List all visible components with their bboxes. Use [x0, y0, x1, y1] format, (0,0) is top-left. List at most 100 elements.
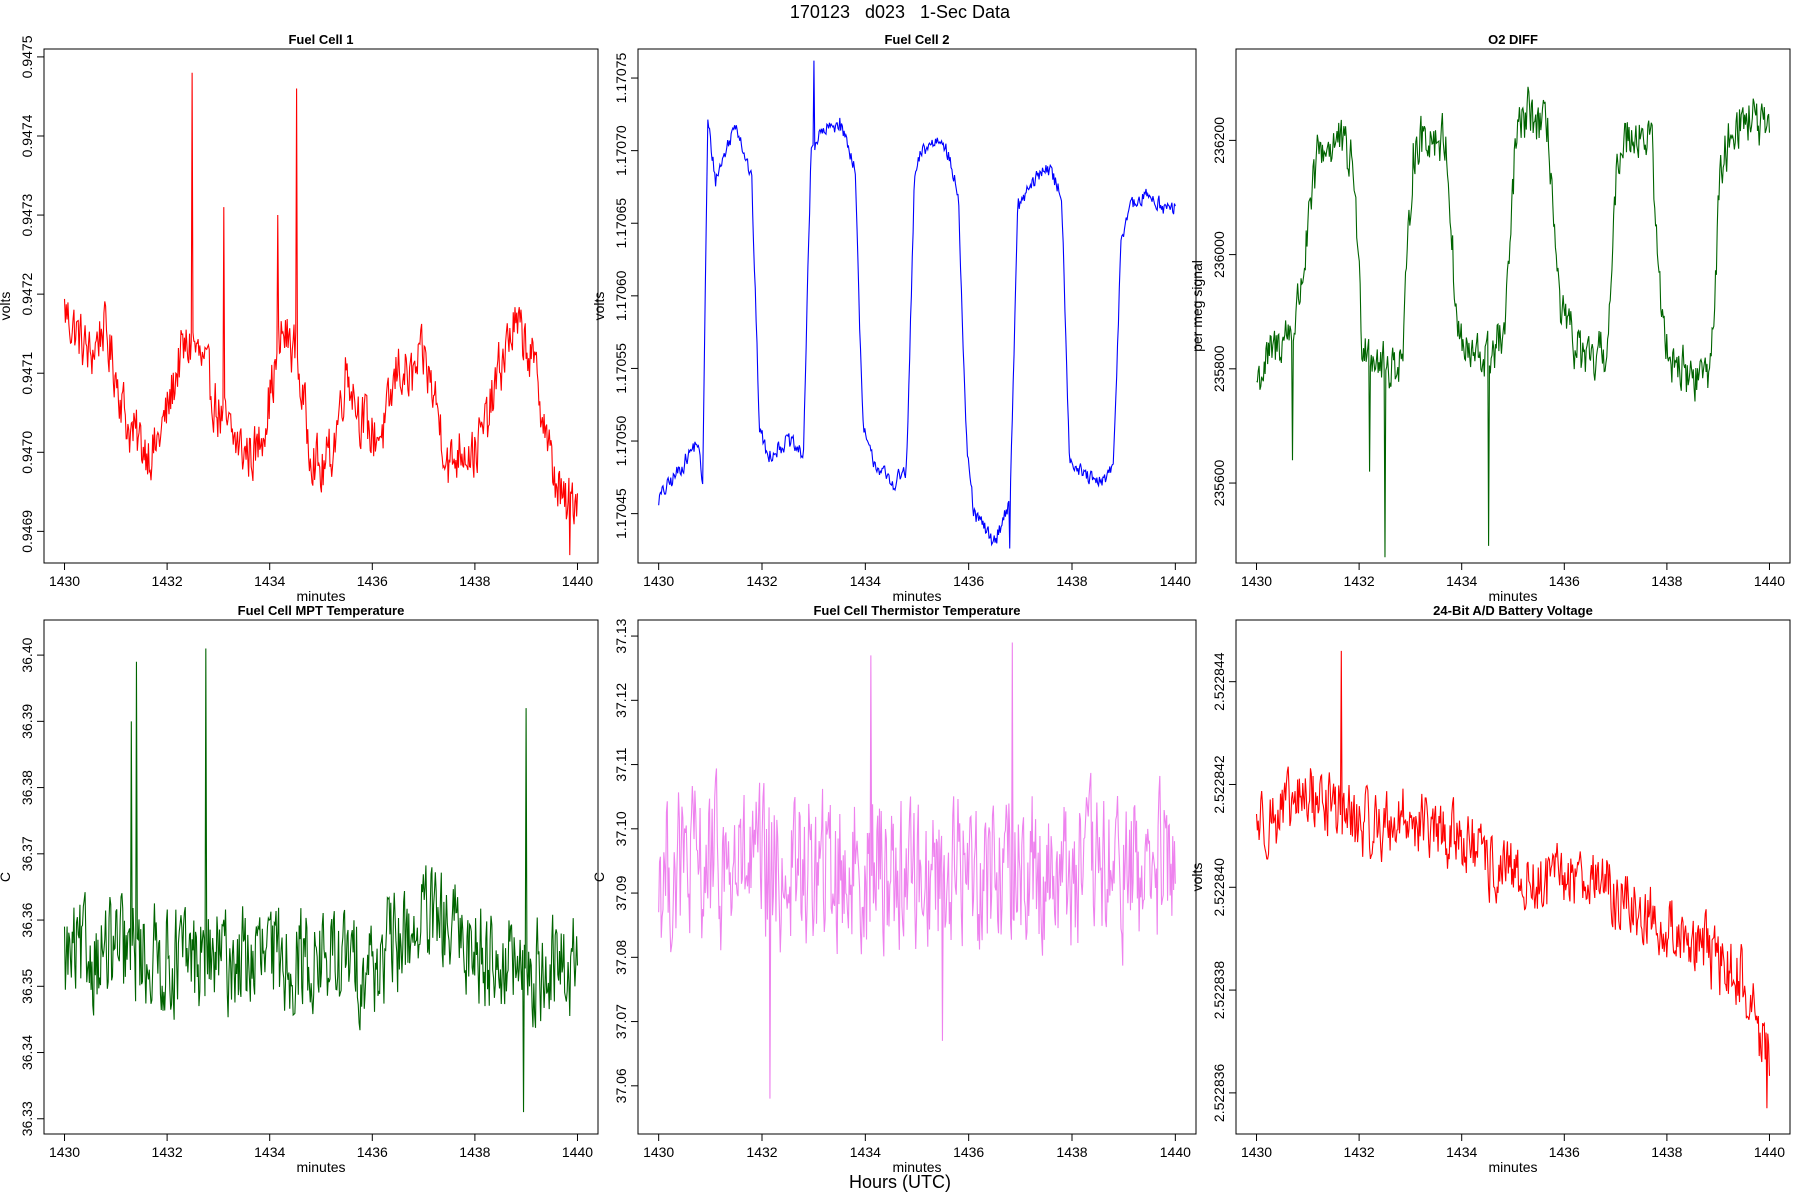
x-tick-label: 1430	[1241, 1144, 1272, 1160]
x-tick-label: 1432	[746, 1144, 777, 1160]
series-line	[1256, 86, 1771, 558]
plot-frame	[637, 619, 1197, 1135]
y-tick-label: 36.40	[19, 637, 35, 672]
x-tick-label: 1430	[49, 1144, 80, 1160]
y-tick-label: 36.34	[19, 1035, 35, 1070]
x-tick-label: 1432	[1344, 573, 1375, 589]
x-tick-label: 1434	[1446, 1144, 1477, 1160]
x-axis-label: minutes	[892, 1159, 941, 1175]
y-tick-label: 37.09	[613, 875, 629, 910]
panel-title: Fuel Cell Thermistor Temperature	[813, 603, 1020, 618]
x-tick-label: 1432	[152, 573, 183, 589]
y-tick-label: 0.9471	[19, 352, 35, 395]
plot-frame	[43, 48, 599, 564]
y-tick-label: 36.39	[19, 704, 35, 739]
y-axis-label: volts	[591, 292, 607, 321]
y-tick-label: 37.12	[613, 683, 629, 718]
panel-title: 24-Bit A/D Battery Voltage	[1433, 603, 1593, 618]
chart-panel-5: Fuel Cell Thermistor Temperature 1430 1432…	[591, 603, 1197, 1175]
figure-title: 170123 d023 1-Sec Data	[789, 2, 1011, 22]
x-tick-label: 1432	[1344, 1144, 1375, 1160]
x-tick-label: 1440	[1160, 1144, 1191, 1160]
y-tick-label: 37.10	[613, 811, 629, 846]
y-tick-label: 36.37	[19, 836, 35, 871]
series-line	[658, 60, 1176, 549]
x-tick-label: 1434	[850, 573, 881, 589]
y-axis-label: volts	[0, 292, 13, 321]
figure-x-label: Hours (UTC)	[849, 1172, 951, 1192]
y-axis-label: C	[0, 872, 13, 882]
x-axis-label: minutes	[1488, 1159, 1537, 1175]
y-tick-label: 0.9472	[19, 273, 35, 316]
x-tick-label: 1438	[459, 573, 490, 589]
x-tick-label: 1434	[254, 573, 285, 589]
x-tick-label: 1434	[254, 1144, 285, 1160]
series-line	[1255, 650, 1771, 1109]
x-tick-label: 1440	[1160, 573, 1191, 589]
x-tick-label: 1440	[1754, 1144, 1785, 1160]
y-tick-label: 37.06	[613, 1068, 629, 1103]
y-tick-label: 2.522844	[1211, 652, 1227, 711]
y-tick-label: 0.9473	[19, 193, 35, 236]
x-tick-label: 1436	[357, 573, 388, 589]
x-tick-label: 1440	[562, 1144, 593, 1160]
y-tick-label: 2.522836	[1211, 1063, 1227, 1122]
y-tick-label: 1.17065	[613, 198, 629, 249]
x-tick-label: 1432	[746, 573, 777, 589]
y-tick-label: 1.17055	[613, 343, 629, 394]
y-tick-label: 2.522842	[1211, 755, 1227, 814]
y-tick-label: 0.9474	[19, 114, 35, 157]
y-tick-label: 36.38	[19, 770, 35, 805]
y-tick-label: 0.9470	[19, 431, 35, 474]
y-tick-label: 1.17070	[613, 125, 629, 176]
panel-title: Fuel Cell MPT Temperature	[238, 603, 405, 618]
y-tick-label: 36.36	[19, 902, 35, 937]
y-axis-label: C	[591, 872, 607, 882]
series-line	[63, 72, 579, 556]
y-tick-label: 235600	[1211, 459, 1227, 506]
x-tick-label: 1432	[152, 1144, 183, 1160]
y-tick-label: 0.9469	[19, 510, 35, 553]
x-tick-label: 1440	[1754, 573, 1785, 589]
x-axis-label: minutes	[1488, 588, 1537, 604]
y-tick-label: 236200	[1211, 117, 1227, 164]
y-tick-label: 235800	[1211, 345, 1227, 392]
series-line	[658, 642, 1176, 1099]
x-tick-label: 1438	[1651, 573, 1682, 589]
y-tick-label: 1.17045	[613, 488, 629, 539]
chart-panel-4: Fuel Cell MPT Temperature 1430 1432 1434 143…	[0, 603, 599, 1175]
x-tick-label: 1438	[459, 1144, 490, 1160]
x-tick-label: 1436	[1549, 1144, 1580, 1160]
x-axis-label: minutes	[296, 588, 345, 604]
y-tick-label: 2.522840	[1211, 858, 1227, 917]
chart-panel-6: 24-Bit A/D Battery Voltage 1430 1432 1434 14…	[1189, 603, 1791, 1175]
x-tick-label: 1440	[562, 573, 593, 589]
x-tick-label: 1430	[49, 573, 80, 589]
y-tick-label: 1.17075	[613, 53, 629, 104]
y-tick-label: 2.522838	[1211, 961, 1227, 1020]
y-tick-label: 37.08	[613, 940, 629, 975]
x-tick-label: 1430	[643, 1144, 674, 1160]
y-tick-label: 37.11	[613, 747, 629, 781]
y-tick-label: 0.9475	[19, 35, 35, 78]
chart-panel-2: Fuel Cell 2 1430 1432 1434 1436 1438 1440 minut…	[591, 32, 1197, 604]
x-tick-label: 1438	[1651, 1144, 1682, 1160]
plot-frame	[1235, 48, 1791, 564]
y-axis-label: volts	[1189, 863, 1205, 892]
x-tick-label: 1436	[357, 1144, 388, 1160]
x-tick-label: 1438	[1056, 1144, 1087, 1160]
x-tick-label: 1436	[953, 1144, 984, 1160]
y-axis-label: per meg signal	[1189, 260, 1205, 352]
x-tick-label: 1434	[1446, 573, 1477, 589]
plot-frame	[1235, 619, 1791, 1135]
panel-title: Fuel Cell 2	[884, 32, 949, 47]
x-tick-label: 1436	[1549, 573, 1580, 589]
x-tick-label: 1430	[643, 573, 674, 589]
y-tick-label: 37.07	[613, 1004, 629, 1039]
y-tick-label: 37.13	[613, 618, 629, 653]
x-axis-label: minutes	[892, 588, 941, 604]
chart-panel-3: O2 DIFF 1430 1432 1434 1436 1438 1440 minutes 23…	[1189, 32, 1791, 604]
x-tick-label: 1430	[1241, 573, 1272, 589]
chart-panel-1: Fuel Cell 1 1430 1432 1434 1436 1438 1440 minut…	[0, 32, 599, 604]
